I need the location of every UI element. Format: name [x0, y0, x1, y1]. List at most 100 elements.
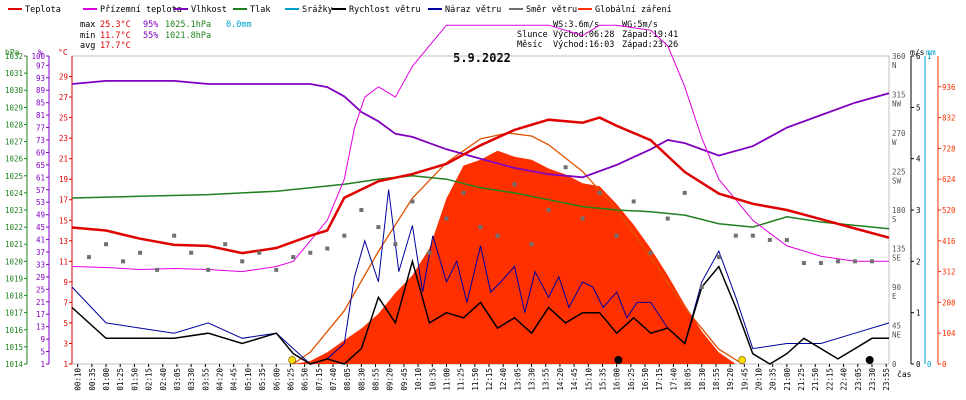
x-label-40: 16:50 — [641, 368, 650, 391]
wind-direction-point — [461, 190, 466, 195]
axis-label-compass-2: E — [892, 292, 897, 301]
x-label-2: 01:00 — [102, 368, 111, 391]
axis-label-wind-1: 1 — [916, 309, 921, 318]
wind-direction-point — [376, 225, 381, 230]
axis-label-temp-4: 9 — [63, 278, 68, 287]
x-label-3: 01:25 — [116, 368, 125, 391]
axis-label-pct-19: 77 — [36, 124, 45, 133]
x-label-32: 13:30 — [528, 368, 537, 391]
wind-direction-point — [784, 237, 789, 242]
axis-label-temp-6: 13 — [59, 237, 68, 246]
axis-label-temp-14: 29 — [59, 73, 68, 82]
axis-title-pct: % — [38, 48, 43, 57]
wind-direction-point — [444, 216, 449, 221]
wind-direction-point — [206, 267, 211, 272]
axis-label-hpa-3: 1017 — [5, 309, 23, 318]
wind-direction-point — [750, 233, 755, 238]
x-label-39: 16:25 — [627, 368, 636, 391]
axis-label-wind-4: 4 — [916, 155, 921, 164]
axis-label-temp-8: 17 — [59, 196, 68, 205]
axis-label-hpa-8: 1022 — [5, 223, 23, 232]
x-label-7: 03:05 — [173, 368, 182, 391]
series-wind-speed — [71, 258, 889, 365]
axis-label-hpa-1: 1015 — [5, 343, 23, 352]
legend-label-2: Vlhkost — [191, 5, 227, 15]
wind-direction-point — [648, 250, 653, 255]
wind-direction-point — [699, 285, 704, 289]
sunrise-marker — [288, 356, 296, 364]
wind-direction-point — [478, 225, 483, 230]
axis-label-rad-3: 312 — [942, 268, 956, 277]
sunset-marker — [738, 356, 746, 364]
wind-direction-point — [665, 216, 670, 221]
axis-label-mm-0: 0 — [927, 360, 932, 369]
axis-label-hpa-10: 1024 — [5, 189, 24, 198]
wind-direction-point — [529, 242, 534, 247]
wind-direction-point — [393, 242, 398, 247]
wind-direction-point — [223, 242, 228, 247]
wind-direction-point — [597, 190, 602, 195]
legend-label-6: Náraz větru — [445, 5, 501, 15]
axis-label-rad-4: 416 — [942, 237, 956, 246]
axis-label-rad-2: 208 — [942, 298, 956, 307]
axis-label-hpa-18: 1032 — [5, 52, 23, 61]
axis-label-pct-9: 37 — [36, 248, 45, 257]
axis-label-dir-1: 45 — [892, 322, 901, 331]
axis-label-hpa-6: 1020 — [5, 257, 24, 266]
stats-avg-label: avg — [80, 41, 95, 51]
x-label-52: 21:50 — [811, 368, 820, 391]
axis-label-wind-0: 0 — [916, 360, 921, 369]
axis-label-temp-5: 11 — [59, 257, 68, 266]
x-label-43: 18:05 — [684, 368, 693, 391]
x-label-44: 18:30 — [698, 368, 707, 391]
x-label-9: 03:55 — [201, 368, 210, 391]
info-moon-set: Západ:23:26 — [622, 40, 678, 50]
axis-label-pct-16: 65 — [36, 161, 45, 170]
axis-label-wind-6: 6 — [916, 52, 921, 61]
axis-label-dir-8: 360 — [892, 52, 906, 61]
wind-direction-point — [495, 233, 500, 238]
x-label-53: 22:15 — [825, 368, 834, 391]
stats-min-press: 1021.8hPa — [165, 31, 211, 41]
axis-label-dir-0: 0 — [892, 360, 897, 369]
wind-direction-point — [104, 242, 109, 247]
axis-label-hpa-5: 1019 — [5, 274, 23, 283]
axis-label-rad-1: 104 — [942, 329, 956, 338]
x-label-51: 21:25 — [797, 368, 806, 391]
wind-direction-point — [172, 233, 177, 238]
axis-label-rad-9: 936 — [942, 83, 956, 92]
x-label-14: 06:00 — [272, 368, 281, 391]
axis-label-hpa-13: 1027 — [5, 138, 23, 147]
axis-label-pct-10: 41 — [36, 236, 45, 245]
axis-label-pct-5: 21 — [36, 298, 45, 307]
x-label-24: 10:10 — [414, 368, 423, 391]
wind-direction-point — [733, 233, 738, 238]
axis-label-temp-1: 3 — [63, 339, 68, 348]
axis-title-hpa: hPa — [5, 48, 20, 57]
moonset-marker — [865, 356, 874, 364]
wind-direction-point — [682, 190, 687, 195]
axis-title-wind: m/s — [910, 48, 925, 57]
wind-direction-point — [342, 233, 347, 238]
x-label-33: 13:55 — [542, 368, 551, 391]
axis-label-temp-9: 19 — [59, 175, 68, 184]
axis-label-hpa-7: 1021 — [5, 240, 23, 249]
axis-label-hpa-2: 1016 — [5, 326, 24, 335]
axis-label-pct-17: 69 — [36, 148, 45, 157]
axis-label-compass-1: NE — [892, 331, 902, 340]
stats-avg-temp: 17.7°C — [100, 41, 131, 51]
axis-label-temp-3: 7 — [63, 298, 68, 307]
axis-label-temp-11: 23 — [59, 134, 68, 143]
axis-label-hpa-16: 1030 — [5, 86, 24, 95]
axis-label-dir-3: 135 — [892, 245, 906, 254]
axis-label-pct-18: 73 — [36, 136, 45, 145]
x-label-57: 23:55 — [882, 368, 891, 391]
axis-label-temp-10: 21 — [59, 155, 68, 164]
axis-label-pct-0: 1 — [40, 360, 45, 369]
wind-direction-point — [410, 199, 415, 204]
x-label-8: 03:30 — [187, 368, 196, 391]
axis-label-compass-7: NW — [892, 100, 902, 109]
x-label-55: 23:05 — [854, 368, 863, 391]
x-label-0: 00:10 — [74, 368, 83, 391]
